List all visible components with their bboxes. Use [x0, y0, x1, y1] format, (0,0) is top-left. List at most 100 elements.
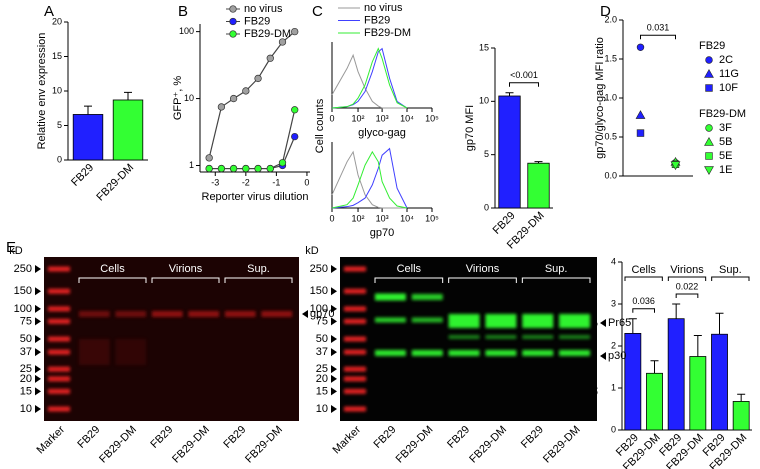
error-bar: [693, 335, 702, 357]
y-tick-label: 1.0: [604, 92, 617, 102]
y-tick-label: 100: [179, 26, 194, 36]
legend-marker: [704, 136, 714, 146]
x-axis-label: Reporter virus dilution: [202, 191, 309, 203]
marker-label: 100: [310, 303, 328, 315]
y-axis-label: gp70/glyco-gag MFI ratio: [594, 37, 606, 159]
marker-label: 250: [310, 263, 328, 275]
x-tick-label: 0: [329, 213, 334, 223]
band-label: Pr65: [608, 317, 631, 329]
marker-band: [48, 336, 70, 342]
group-bracket: [667, 276, 707, 281]
marker-arrow: [35, 317, 41, 326]
blot-band: [559, 350, 591, 356]
band-arrow: [302, 310, 308, 318]
panel-letter: B: [178, 3, 188, 20]
marker-label: 25: [316, 363, 328, 375]
panel-letter: E: [6, 239, 16, 256]
point: [278, 159, 287, 167]
marker-band: [48, 366, 70, 372]
marker-label: 75: [20, 315, 32, 327]
group-label: Sup.: [545, 263, 568, 275]
legend-marker: [704, 68, 714, 78]
blot-band: [224, 311, 256, 317]
blot-band: [151, 311, 183, 317]
marker-label: 50: [20, 333, 32, 345]
series-line: [331, 150, 408, 209]
group-label: Sup.: [247, 263, 270, 275]
lane-label: FB29: [372, 424, 399, 451]
y-tick-label: 1: [189, 160, 194, 170]
point: [291, 27, 299, 36]
x-tick-label: 10⁵: [425, 213, 439, 223]
blot-band: [411, 350, 443, 356]
point: [217, 103, 226, 111]
y-tick-label: 0: [57, 154, 62, 164]
y-tick-label: 1.5: [604, 53, 617, 63]
lane-label: Marker: [34, 423, 67, 456]
marker-label: 10: [316, 403, 328, 415]
blot-band: [78, 311, 110, 317]
marker-label: 250: [14, 263, 32, 275]
legend-marker: [705, 124, 713, 132]
marker-arrow: [35, 374, 41, 383]
legend-label: 2C: [719, 54, 733, 66]
marker-label: 15: [20, 385, 32, 397]
blot-band: [115, 311, 147, 317]
annotation: 0.022: [676, 281, 699, 291]
marker-arrow: [35, 335, 41, 343]
marker-band: [344, 406, 366, 412]
point: [291, 132, 299, 141]
group-bracket: [624, 276, 663, 281]
marker-label: 150: [310, 285, 328, 297]
band-label: p30: [608, 350, 626, 362]
blot-band: [374, 293, 406, 301]
x-tick-label: 0: [304, 177, 309, 187]
y-tick-label: 0: [611, 424, 616, 434]
marker-label: 75: [316, 315, 328, 327]
lane-label: FB29: [519, 424, 546, 451]
lane-label: FB29-DM: [97, 424, 139, 466]
group-bracket: [448, 277, 517, 283]
y-tick-label: 4: [611, 256, 616, 266]
marker-band: [344, 349, 366, 355]
point: [205, 154, 213, 162]
point: [636, 43, 645, 51]
marker-band: [48, 306, 70, 312]
series-line: [331, 150, 408, 209]
lane-label: FB29: [75, 424, 102, 451]
group-bracket: [711, 276, 750, 281]
y-tick-label: 2: [611, 340, 616, 350]
x-tick-label: -3: [211, 177, 219, 187]
lane-label: FB29-DM: [467, 424, 509, 466]
y-axis-label: gp70 MFI: [464, 105, 476, 151]
y-tick-label: 0: [484, 202, 489, 212]
point: [229, 94, 238, 103]
x-tick-label: 10⁴: [400, 113, 414, 123]
x-tick-label: 0: [329, 113, 334, 123]
legend-marker: [229, 5, 237, 13]
marker-arrow: [331, 287, 337, 296]
bar: [72, 114, 104, 161]
bar: [711, 333, 728, 431]
point: [242, 164, 250, 173]
bar: [498, 95, 521, 209]
legend-marker: [705, 152, 713, 160]
marker-arrow: [35, 287, 41, 296]
series-line: [331, 147, 408, 209]
marker-band: [344, 306, 366, 312]
legend-label: 10F: [719, 82, 738, 94]
point: [670, 161, 681, 171]
point: [242, 87, 250, 95]
point: [254, 164, 262, 173]
point: [229, 164, 238, 173]
marker-label: 10: [20, 403, 32, 415]
marker-label: 150: [14, 285, 32, 297]
blot-band: [374, 350, 406, 356]
legend-marker: [704, 166, 714, 176]
point: [254, 74, 262, 83]
y-tick-label: 15: [52, 51, 62, 61]
marker-label: 20: [20, 373, 32, 385]
panel-letter: A: [44, 3, 54, 20]
group-bracket: [78, 277, 147, 283]
